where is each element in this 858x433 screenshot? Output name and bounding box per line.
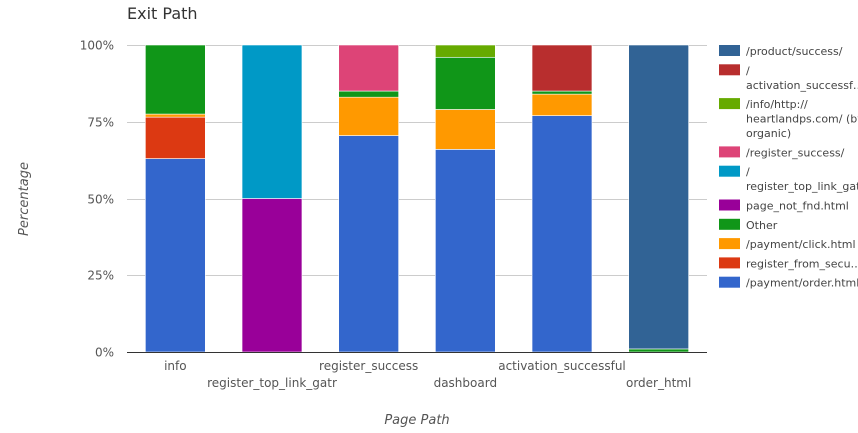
legend-item: Other [719,218,778,232]
legend-swatch [719,64,740,76]
bar-segment [531,90,593,95]
legend-label: /register_success/ [746,146,845,159]
legend-swatch [719,218,740,230]
y-axis-title: Percentage [17,162,32,236]
bar-segment [628,348,689,353]
x-tick-label: order_html [626,376,691,390]
bar-segment [241,198,303,353]
x-tick-label: register_top_link_gatr [207,376,337,390]
y-tick-label: 75% [87,116,114,130]
bar-segment [145,113,206,118]
legend-label: /payment/order.html [746,277,858,290]
legend-label: page_not_fnd.html [746,200,849,213]
y-axis-ticks: 0% 25% 50% 75% 100% [80,39,114,360]
legend-item: /register_success/ [719,146,845,159]
x-tick-label: info [164,359,187,373]
grid-lines [127,45,707,276]
legend-label: organic) [746,127,791,140]
legend-swatch [719,238,740,250]
legend-item: /payment/order.html [719,276,858,290]
x-tick-label: activation_successful [498,359,626,373]
bar-segment [338,90,399,98]
legend-swatch [719,257,740,269]
legend-item: /payment/click.html [719,238,856,251]
legend-label: Other [746,219,778,232]
legend-swatch [719,276,740,288]
legend-label: /info/http:// [746,98,808,111]
bar-segment [435,44,496,58]
legend-item: /register_top_link_gatr [719,165,858,193]
y-tick-label: 0% [95,346,114,360]
bar-stacks [145,44,689,353]
y-tick-label: 100% [80,39,114,53]
x-axis-ticks: info register_top_link_gatr register_succe… [164,359,691,390]
bar-segment [628,44,689,350]
legend-label: /payment/click.html [746,238,856,251]
bar-segment [435,56,496,110]
legend-label: heartlandps.com/ (by [746,113,858,126]
bar-segment [241,44,303,199]
legend-swatch [719,146,740,158]
y-tick-label: 50% [87,193,114,207]
legend: /product/success/ / activation_successf… /i… [719,45,858,290]
legend-label: /product/success/ [746,45,843,58]
legend-swatch [719,45,740,56]
legend-item: /info/http:// heartlandps.com/ (byorganic… [719,98,858,140]
legend-item: page_not_fnd.html [719,199,849,213]
bar-segment [338,44,399,92]
bar-segment [531,93,593,116]
bar-segment [435,149,496,353]
bar-segment [531,44,593,92]
bar-segment [531,115,593,353]
chart-title: Exit Path [127,4,198,23]
legend-label: register_top_link_gatr [746,180,858,193]
legend-label: / [746,64,750,77]
legend-swatch [719,165,740,177]
x-tick-label: register_success [319,359,418,373]
legend-label: register_from_secu… [746,257,858,270]
bar-segment [338,135,399,353]
legend-label: / [746,166,750,179]
legend-item: /product/success/ [719,45,843,58]
x-axis-title: Page Path [384,413,449,428]
y-tick-label: 25% [87,269,114,283]
bar-segment [338,96,399,136]
bar-segment [145,44,206,115]
legend-swatch [719,98,740,110]
legend-item: / activation_successf… [719,64,858,92]
bar-segment [145,116,206,159]
legend-swatch [719,199,740,211]
bar-segment [435,109,496,150]
x-tick-label: dashboard [434,376,497,390]
legend-label: activation_successf… [746,79,858,92]
legend-item: register_from_secu… [719,257,858,270]
bar-segment [145,158,206,353]
